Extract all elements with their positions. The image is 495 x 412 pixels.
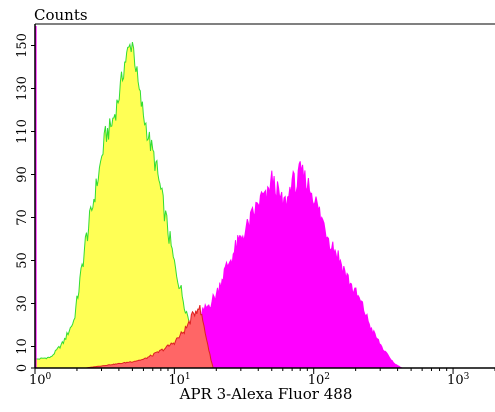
axes-layer bbox=[34, 23, 495, 369]
series-1-outline bbox=[184, 161, 403, 369]
y-tick-label: 30 bbox=[15, 295, 30, 312]
y-tick-label: 70 bbox=[15, 209, 30, 226]
y-tick-label: 10 bbox=[15, 338, 30, 355]
x-tick-label: 101 bbox=[168, 372, 190, 388]
y-tick-label: 0 bbox=[15, 364, 30, 372]
y-tick-label: 150 bbox=[15, 33, 30, 58]
x-ticks-layer: 100 101 102 103 bbox=[29, 368, 495, 388]
series-0-area bbox=[35, 42, 214, 368]
series-1-area bbox=[185, 161, 402, 368]
y-ticks-layer: 0 10 30 50 70 90 110 130 150 bbox=[15, 33, 35, 372]
series-0-outline bbox=[34, 42, 214, 369]
x-tick-label: 103 bbox=[447, 372, 470, 388]
series-2-area bbox=[85, 305, 214, 368]
x-tick-label: 100 bbox=[29, 372, 52, 388]
y-tick-label: 90 bbox=[15, 166, 30, 183]
x-axis-label: APR 3-Alexa Fluor 488 bbox=[179, 385, 353, 403]
y-tick-label: 50 bbox=[15, 252, 30, 269]
series-2-outline bbox=[85, 304, 214, 369]
y-axis-label: Counts bbox=[34, 6, 88, 24]
x-tick-label: 102 bbox=[308, 372, 330, 388]
y-tick-label: 110 bbox=[15, 119, 30, 144]
y-tick-label: 130 bbox=[15, 76, 30, 101]
series-layer bbox=[34, 26, 403, 369]
